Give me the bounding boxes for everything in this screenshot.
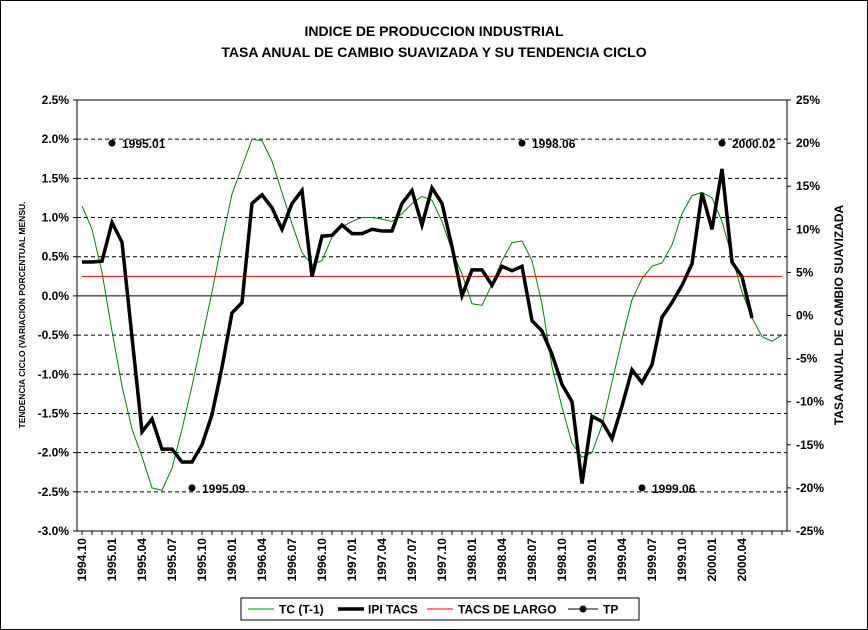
left-tick-label: 0.5% (42, 250, 70, 264)
x-tick-label: 1997.07 (405, 538, 419, 582)
right-tick-label: -5% (796, 352, 818, 366)
turning-point-marker (518, 139, 526, 147)
turning-point-marker (638, 484, 646, 492)
turning-point-label: 1999.06 (652, 482, 696, 496)
left-tick-label: 1.0% (42, 211, 70, 225)
x-tick-label: 1996.10 (315, 538, 329, 582)
right-tick-label: 20% (796, 136, 820, 150)
turning-point-marker (108, 139, 116, 147)
series-line-tc (81, 138, 783, 491)
x-tick-label: 1997.04 (375, 538, 389, 582)
turning-point-label: 1995.09 (202, 482, 246, 496)
left-axis-ticks: 2.5% 2.0% 1.5% 1.0% 0.5% 0.0% -0.5% -1.0% -1.5% -… (38, 93, 77, 538)
legend-label-tacs: TACS DE LARGO (458, 603, 556, 617)
legend-label-tp: TP (603, 603, 618, 617)
turning-point-marker (188, 484, 196, 492)
legend-label-ipi: IPI TACS (368, 603, 418, 617)
x-tick-label: 1996.01 (225, 538, 239, 582)
chart-title-line1: INDICE DE PRODUCCION INDUSTRIAL (304, 23, 563, 39)
x-tick-label: 1997.01 (345, 538, 359, 582)
right-tick-label: -20% (796, 481, 824, 495)
x-tick-label: 1997.10 (435, 538, 449, 582)
left-tick-label: 1.5% (42, 171, 70, 185)
right-axis-ticks: 25% 20% 15% 10% 5% 0% -5% -10% -15% -20% -25% (787, 93, 824, 538)
right-axis-label: TASA ANUAL DE CAMBIO SUAVIZADA (832, 204, 846, 425)
x-tick-label: 1998.04 (495, 538, 509, 582)
turning-point-marker (718, 139, 726, 147)
legend-label-tc: TC (T-1) (279, 603, 324, 617)
turning-point-label: 1995.01 (122, 137, 166, 151)
x-tick-label: 1998.07 (525, 538, 539, 582)
plot-area-border (76, 99, 788, 532)
right-tick-label: 15% (796, 179, 820, 193)
left-tick-label: -1.0% (38, 367, 70, 381)
left-tick-label: -3.0% (38, 524, 70, 538)
left-tick-label: -0.5% (38, 328, 70, 342)
x-tick-label: 1996.04 (255, 538, 269, 582)
right-tick-label: 25% (796, 93, 820, 107)
x-tick-label: 1998.01 (465, 538, 479, 582)
turning-point-label: 1998.06 (532, 137, 576, 151)
x-tick-label: 1998.10 (555, 538, 569, 582)
left-tick-label: 0.0% (42, 289, 70, 303)
x-tick-label: 1999.07 (645, 538, 659, 582)
x-tick-label: 1999.04 (615, 538, 629, 582)
right-tick-label: -10% (796, 395, 824, 409)
legend-swatch-tp-marker (579, 605, 587, 613)
right-tick-label: -25% (796, 524, 824, 538)
x-axis-ticks: 1994.10 1995.01 1995.04 1995.07 1995.10 1996.… (75, 531, 783, 582)
left-tick-label: -1.5% (38, 406, 70, 420)
x-tick-label: 1999.01 (585, 538, 599, 582)
left-axis-label: TENDENCIA CICLO (VARIACION PORCENTUAL ME… (17, 202, 27, 429)
x-tick-label: 1995.04 (135, 538, 149, 582)
right-tick-label: 10% (796, 222, 820, 236)
x-tick-label: 1995.01 (105, 538, 119, 582)
series-line-ipi-tacs (82, 168, 754, 484)
x-tick-label: 1995.07 (165, 538, 179, 582)
x-tick-label: 1995.10 (195, 538, 209, 582)
right-tick-label: 5% (796, 265, 814, 279)
turning-point-label: 2000.02 (732, 137, 776, 151)
x-tick-label: 1994.10 (75, 538, 89, 582)
left-tick-label: 2.0% (42, 132, 70, 146)
chart-title-line2: TASA ANUAL DE CAMBIO SUAVIZADA Y SU TEND… (221, 44, 646, 60)
x-tick-label: 2000.04 (735, 538, 749, 582)
x-tick-label: 1999.10 (675, 538, 689, 582)
left-tick-label: -2.0% (38, 446, 70, 460)
x-tick-label: 1996.07 (285, 538, 299, 582)
turning-points: 1995.01 1995.09 1998.06 1999.06 2000.02 (108, 137, 776, 496)
x-tick-label: 2000.01 (705, 538, 719, 582)
gridlines (77, 138, 787, 493)
left-tick-label: 2.5% (42, 93, 70, 107)
right-tick-label: 0% (796, 309, 814, 323)
right-tick-label: -15% (796, 438, 824, 452)
series-layer (81, 138, 783, 491)
left-tick-label: -2.5% (38, 485, 70, 499)
legend: TC (T-1) IPI TACS TACS DE LARGO TP (240, 597, 640, 621)
